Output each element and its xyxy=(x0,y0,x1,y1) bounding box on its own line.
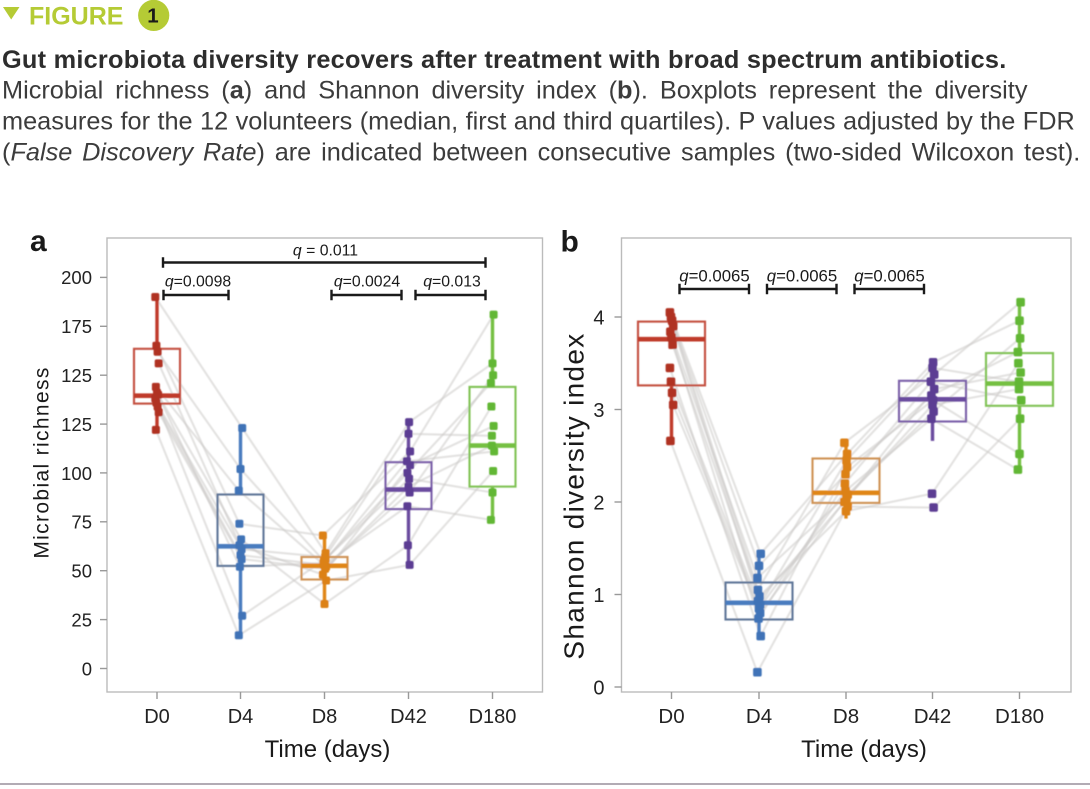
svg-text:measures for the 12 volunteers: measures for the 12 volunteers (median, … xyxy=(2,108,1075,136)
svg-text:200: 200 xyxy=(61,267,92,288)
svg-text:q=0.0098: q=0.0098 xyxy=(165,274,232,291)
svg-text:D0: D0 xyxy=(144,706,170,728)
svg-text:(False Discovery Rate) are ind: (False Discovery Rate) are indicated bet… xyxy=(2,139,1080,167)
svg-text:75: 75 xyxy=(71,512,92,533)
svg-text:q=0.013: q=0.013 xyxy=(423,274,481,291)
svg-text:D180: D180 xyxy=(995,705,1044,728)
svg-text:q=0.0065: q=0.0065 xyxy=(854,267,924,286)
svg-text:50: 50 xyxy=(71,561,92,582)
svg-text:175: 175 xyxy=(61,316,92,337)
svg-text:4: 4 xyxy=(593,307,604,329)
svg-text:b: b xyxy=(561,226,579,259)
svg-text:D4: D4 xyxy=(228,706,254,728)
svg-text:125: 125 xyxy=(61,414,92,435)
svg-text:q=0.0024: q=0.0024 xyxy=(334,274,401,291)
svg-text:3: 3 xyxy=(593,400,604,422)
svg-text:D8: D8 xyxy=(833,705,859,728)
svg-text:q = 0.011: q = 0.011 xyxy=(293,243,358,260)
svg-text:D42: D42 xyxy=(390,706,427,728)
svg-text:FIGURE: FIGURE xyxy=(29,3,123,31)
svg-text:D8: D8 xyxy=(312,706,338,728)
svg-text:1: 1 xyxy=(147,5,158,28)
svg-text:q=0.0065: q=0.0065 xyxy=(679,267,749,286)
svg-text:Time (days): Time (days) xyxy=(801,736,927,763)
svg-text:Shannon diversity index: Shannon diversity index xyxy=(559,332,590,659)
svg-text:Microbial richness (a) and Sha: Microbial richness (a) and Shannon diver… xyxy=(2,77,1028,105)
svg-text:D180: D180 xyxy=(469,706,517,728)
svg-text:0: 0 xyxy=(593,677,604,699)
svg-text:100: 100 xyxy=(61,463,92,484)
svg-text:Time (days): Time (days) xyxy=(265,736,391,763)
svg-text:2: 2 xyxy=(593,492,604,514)
svg-text:D42: D42 xyxy=(914,705,952,728)
svg-text:Gut microbiota diversity recov: Gut microbiota diversity recovers after … xyxy=(2,46,1007,74)
svg-text:125: 125 xyxy=(61,365,92,386)
svg-text:q=0.0065: q=0.0065 xyxy=(767,267,837,286)
svg-text:25: 25 xyxy=(71,609,92,630)
svg-text:Microbial richness: Microbial richness xyxy=(31,366,54,558)
svg-text:D4: D4 xyxy=(746,705,772,728)
svg-text:1: 1 xyxy=(593,585,604,607)
svg-text:0: 0 xyxy=(82,658,92,679)
svg-text:D0: D0 xyxy=(658,705,684,728)
svg-text:a: a xyxy=(30,225,47,258)
